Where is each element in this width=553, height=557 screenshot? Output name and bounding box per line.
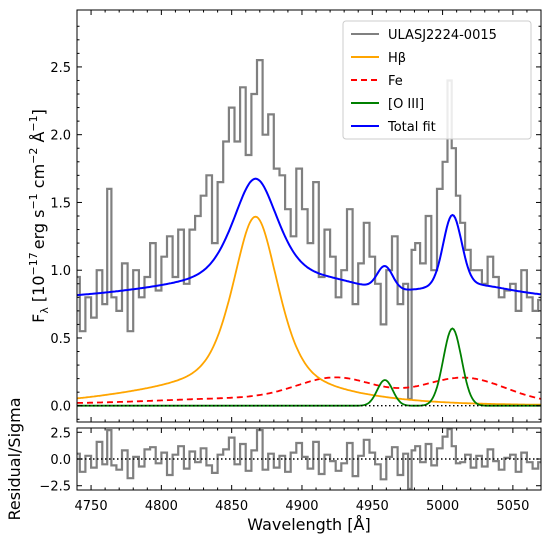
legend-label-data: ULASJ2224-0015 [388, 28, 497, 43]
y-tick-label-bottom: 2.5 [50, 426, 71, 441]
x-tick-label: 4900 [285, 499, 318, 514]
x-tick-label: 4850 [215, 499, 248, 514]
legend: ULASJ2224-0015 Hβ Fe [O III] Total fit [342, 20, 532, 140]
x-tick-label: 4750 [75, 499, 108, 514]
oiii-component-line [77, 327, 541, 407]
y-tick-label-top: 0.5 [50, 332, 71, 347]
y-axis-label-bottom: Residual/Sigma [5, 397, 24, 520]
legend-box [342, 20, 532, 140]
x-tick-label: 5000 [426, 499, 459, 514]
y-tick-label-top: 1.0 [50, 264, 71, 279]
y-axis-label-top: Fλ [10−17erg s−1 cm−2 Å−1] [27, 109, 51, 323]
residual-line [77, 428, 541, 490]
y-tick-label-bottom: 0.0 [50, 453, 71, 468]
fe-component-line [77, 376, 541, 404]
y-tick-label-top: 2.5 [50, 61, 71, 76]
x-axis-label: Wavelength [Å] [247, 515, 370, 534]
legend-label-oiii: [O III] [388, 97, 424, 112]
y-tick-label-top: 2.0 [50, 129, 71, 144]
legend-label-fe: Fe [388, 74, 403, 89]
legend-label-hbeta: Hβ [388, 51, 406, 66]
y-tick-label-top: 1.5 [50, 196, 71, 211]
total-fit-line [77, 177, 541, 297]
hbeta-component-line [77, 215, 541, 406]
y-tick-label-bottom: −2.5 [39, 480, 71, 495]
data-spectrum-line [77, 59, 541, 401]
x-tick-label: 4950 [356, 499, 389, 514]
y-tick-label-top: 0.0 [50, 400, 71, 415]
legend-label-total: Total fit [387, 120, 436, 135]
x-tick-label: 4800 [145, 499, 178, 514]
x-tick-label: 5050 [496, 499, 529, 514]
